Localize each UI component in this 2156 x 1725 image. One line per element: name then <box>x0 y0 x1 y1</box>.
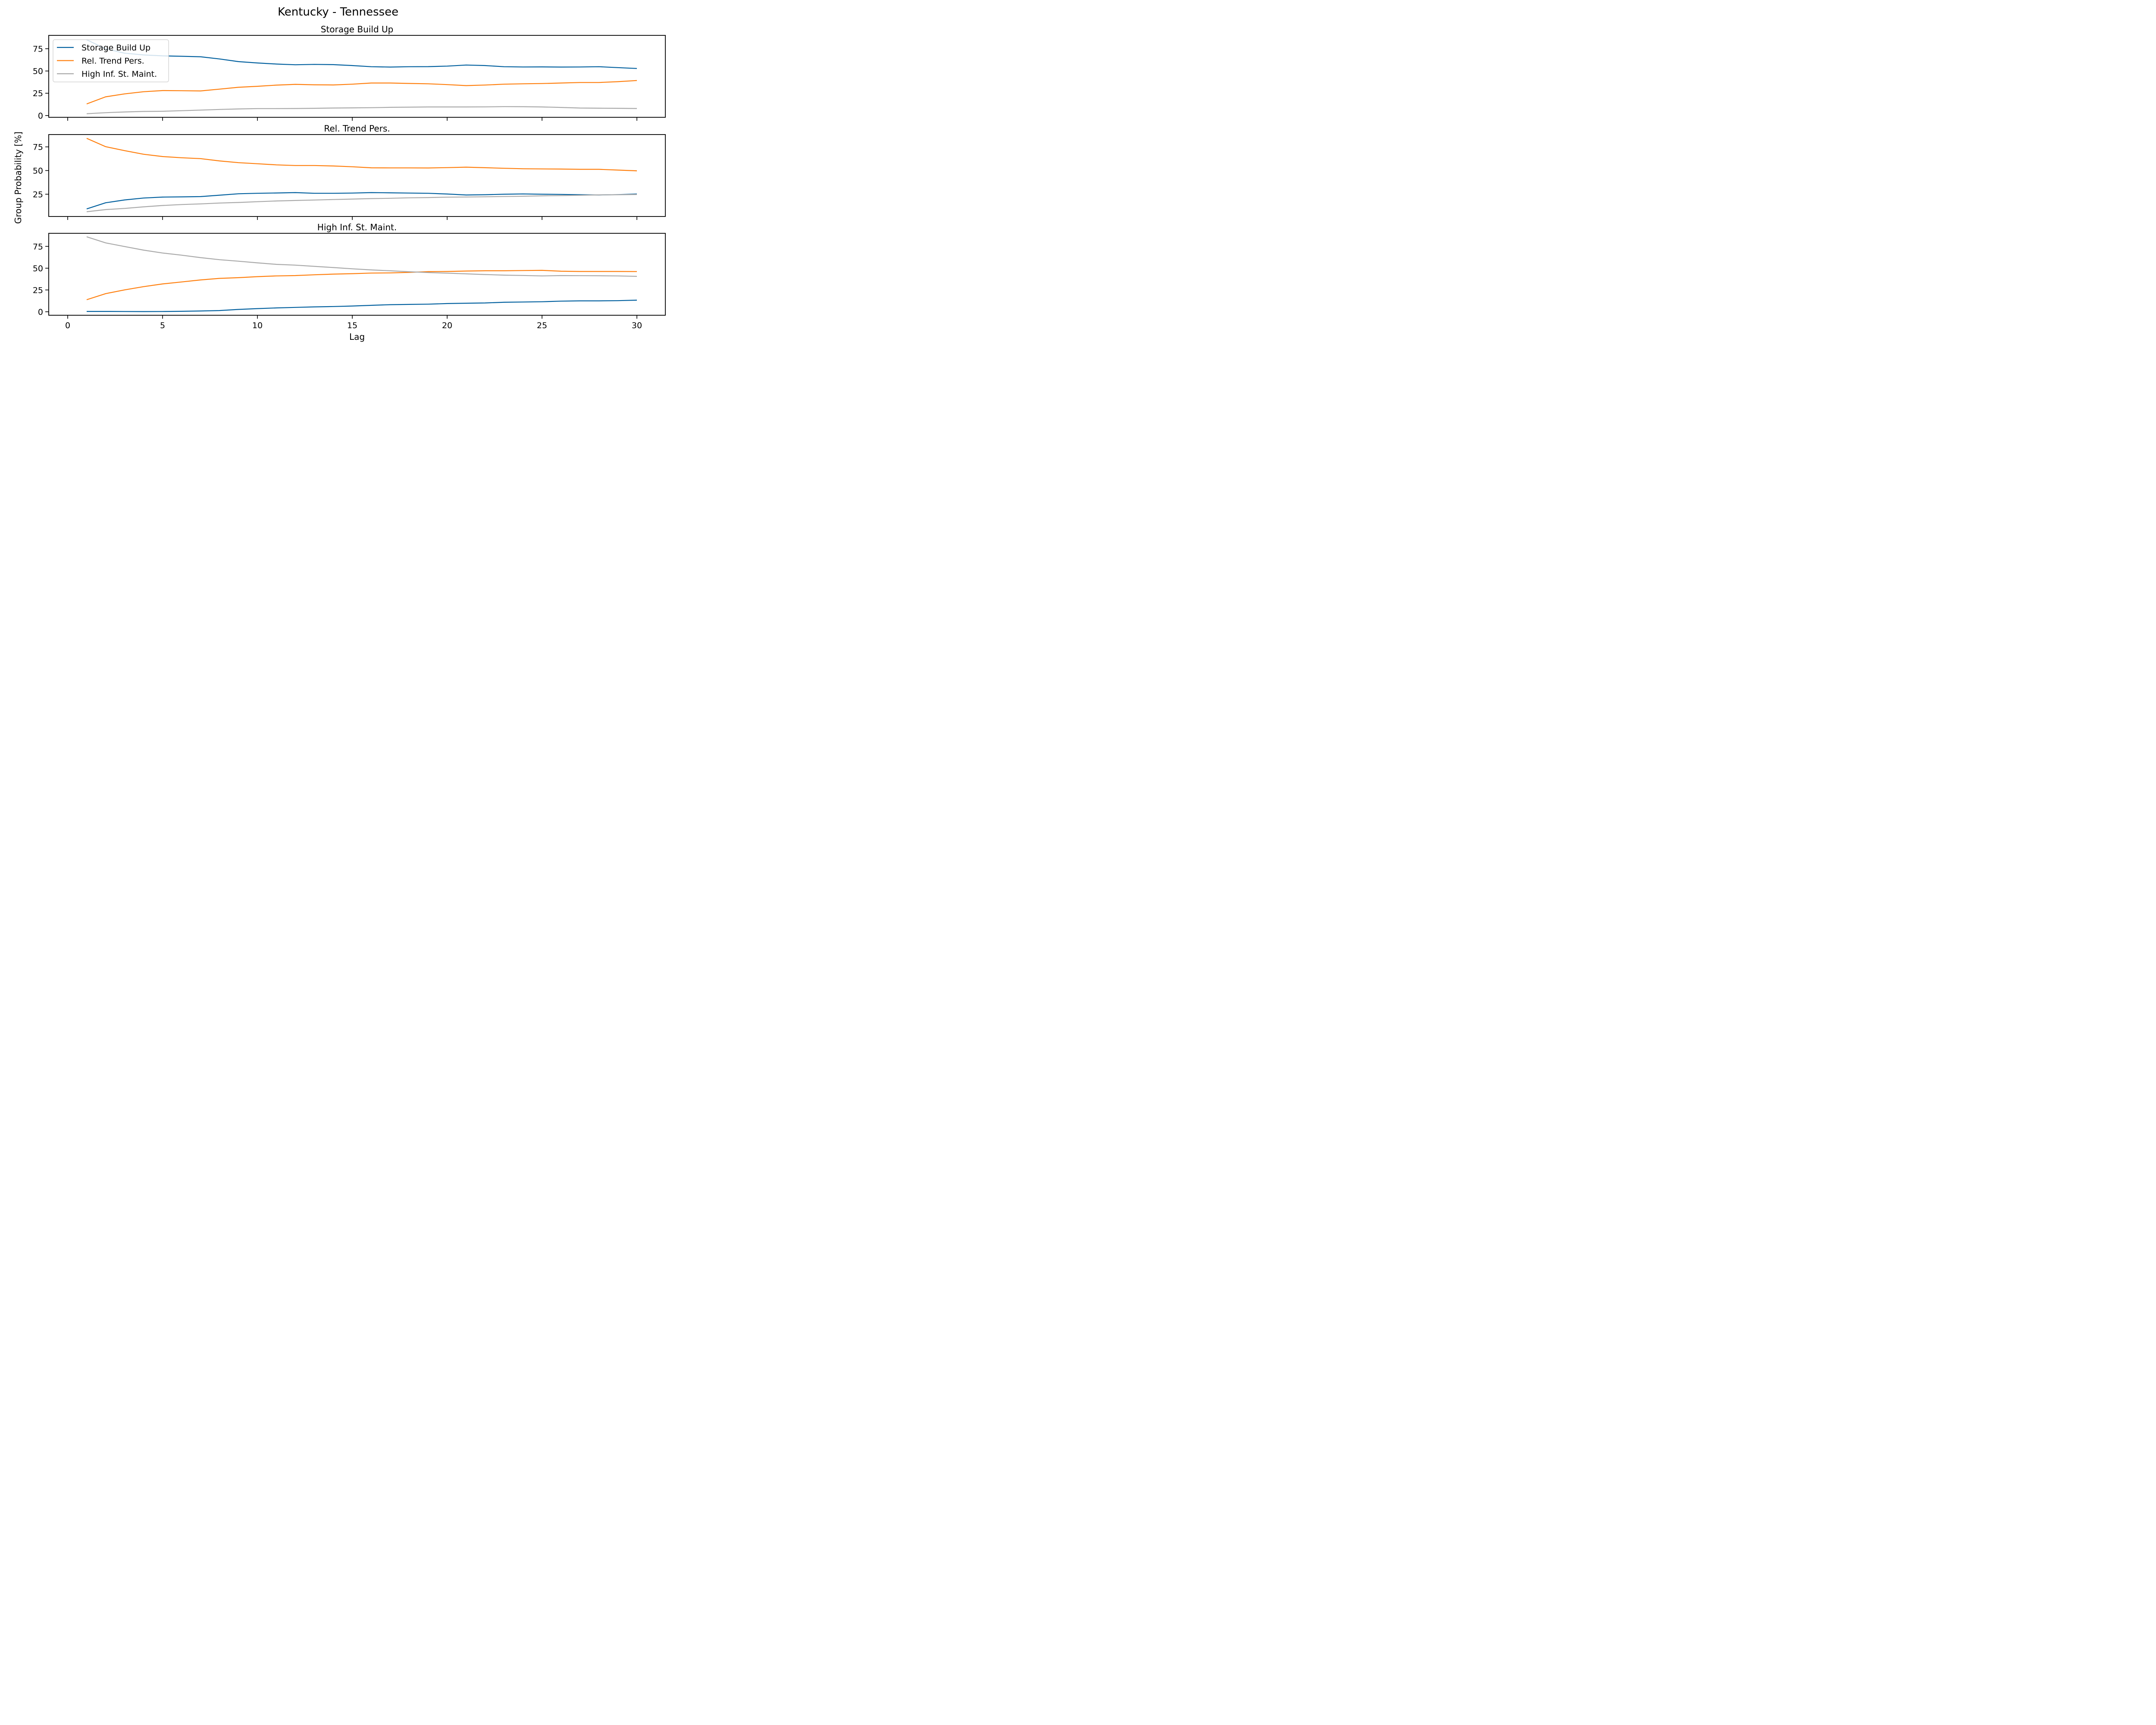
y-tick-label: 50 <box>33 264 43 273</box>
series-line-high-inf-st-maint <box>86 236 637 277</box>
axes-frame <box>48 233 666 316</box>
x-axis-label: Lag <box>349 332 365 342</box>
figure: Kentucky - Tennessee Group Probability [… <box>13 6 666 342</box>
x-tick-label: 15 <box>347 321 357 330</box>
panel-title: Rel. Trend Pers. <box>324 123 390 134</box>
y-tick-label: 25 <box>33 190 43 199</box>
legend-entry-rel-trend-pers: Rel. Trend Pers. <box>81 56 144 66</box>
panel-rel-trend-pers: Rel. Trend Pers. 25 50 75 <box>33 123 666 220</box>
x-tick-label: 10 <box>252 321 263 330</box>
panel-storage-build-up: Storage Build Up 0 25 50 75 Storage Build Up R… <box>33 24 666 121</box>
y-tick-label: 50 <box>33 166 43 176</box>
x-tick-label: 20 <box>442 321 452 330</box>
series-line-rel-trend-pers <box>86 80 637 105</box>
panel-title: High Inf. St. Maint. <box>317 222 397 232</box>
legend-entry-high-inf-st-maint: High Inf. St. Maint. <box>81 69 157 79</box>
x-tick-label: 0 <box>65 321 70 330</box>
y-tick-label: 0 <box>38 111 43 121</box>
x-tick-label: 25 <box>537 321 547 330</box>
series-line-storage-build-up <box>87 299 637 312</box>
legend: Storage Build Up Rel. Trend Pers. High Inf… <box>53 39 169 82</box>
y-tick-label: 50 <box>33 67 43 76</box>
figure-title: Kentucky - Tennessee <box>278 6 398 19</box>
y-tick-label: 75 <box>33 44 43 54</box>
y-tick-label: 75 <box>33 143 43 152</box>
y-tick-label: 0 <box>38 307 43 317</box>
series-line-high-inf-st-maint <box>86 194 637 213</box>
legend-box <box>53 39 169 82</box>
panel-high-inf-st-maint: High Inf. St. Maint. 0 25 50 75 0 5 10 15 20 25 30 <box>33 222 666 330</box>
series-line-rel-trend-pers <box>86 270 637 301</box>
axes-frame <box>48 35 666 118</box>
axes-frame <box>48 134 666 217</box>
legend-entry-storage-build-up: Storage Build Up <box>81 43 150 53</box>
y-tick-label: 25 <box>33 89 43 98</box>
series-line-high-inf-st-maint <box>86 106 637 114</box>
series-line-rel-trend-pers <box>86 138 637 172</box>
y-axis-label: Group Probability [%] <box>13 132 23 224</box>
panel-title: Storage Build Up <box>321 24 394 34</box>
series-line-storage-build-up <box>86 39 637 69</box>
x-tick-label: 5 <box>160 321 165 330</box>
y-tick-label: 75 <box>33 242 43 251</box>
y-tick-label: 25 <box>33 285 43 295</box>
series-line-storage-build-up <box>86 192 637 210</box>
x-tick-label: 30 <box>632 321 642 330</box>
